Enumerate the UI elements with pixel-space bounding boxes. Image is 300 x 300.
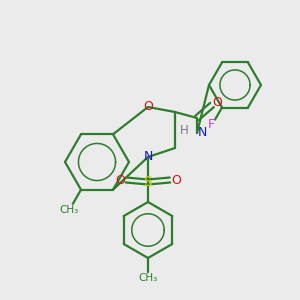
Text: H: H bbox=[180, 124, 189, 137]
Text: F: F bbox=[208, 118, 215, 131]
Text: S: S bbox=[144, 175, 152, 189]
Text: CH₃: CH₃ bbox=[138, 273, 158, 283]
Text: O: O bbox=[115, 173, 125, 187]
Text: N: N bbox=[143, 151, 153, 164]
Text: O: O bbox=[171, 173, 181, 187]
Text: O: O bbox=[143, 100, 153, 113]
Text: O: O bbox=[212, 95, 222, 109]
Text: N: N bbox=[198, 127, 207, 140]
Text: CH₃: CH₃ bbox=[60, 205, 79, 214]
